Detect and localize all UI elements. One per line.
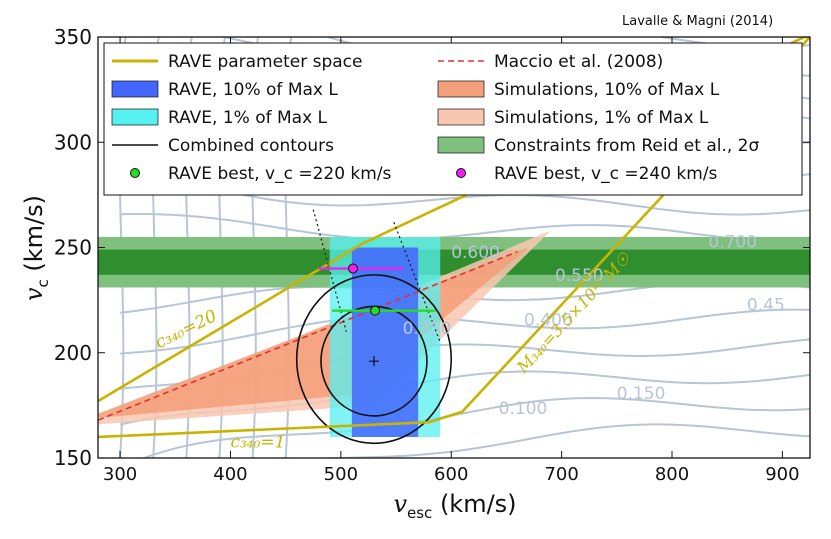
- legend-symbol: [130, 168, 140, 178]
- legend-entry: RAVE, 1% of Max L: [168, 108, 328, 128]
- legend: RAVE parameter space RAVE, 10% of Max L RA…: [103, 42, 803, 196]
- y-tick-label: 300: [54, 130, 92, 154]
- rave-10pct-region: [351, 247, 419, 437]
- legend-symbol: [111, 108, 159, 126]
- contour-label: 0.45: [747, 296, 785, 316]
- best-fit-point: [347, 263, 358, 274]
- legend-symbol: [437, 136, 485, 154]
- contour-label: 0.100: [499, 399, 548, 419]
- legend-entry: RAVE best, v_c =240 km/s: [494, 164, 718, 184]
- x-tick-label: 500: [324, 464, 358, 485]
- credit-label: Lavalle & Magni (2014): [622, 14, 774, 29]
- reid-band-inner: [98, 249, 810, 275]
- x-tick-label: 700: [544, 464, 578, 485]
- y-tick-label: 200: [54, 341, 92, 365]
- y-axis-symbol: v: [20, 287, 48, 301]
- x-tick-label: 300: [103, 464, 137, 485]
- legend-symbol: [437, 80, 485, 98]
- contour-label: 0.700: [708, 233, 757, 253]
- legend-entry: RAVE best, v_c =220 km/s: [168, 164, 392, 184]
- contour-label: 0.150: [617, 384, 666, 404]
- maccio-relation-line: [98, 250, 518, 421]
- legend-entry: RAVE, 10% of Max L: [168, 80, 338, 100]
- contour-label: 0.600: [451, 243, 500, 263]
- legend-entry: Maccio et al. (2008): [494, 52, 663, 72]
- y-axis-label: vc (km/s): [20, 195, 52, 301]
- x-tick-label: 800: [655, 464, 689, 485]
- legend-symbol: [456, 168, 466, 178]
- x-axis-symbol: v: [393, 490, 407, 518]
- background-contour-line: [120, 0, 815, 17]
- y-tick-label: 350: [54, 25, 92, 49]
- legend-entry: Combined contours: [168, 136, 334, 156]
- best-fit-point: [370, 305, 381, 316]
- y-tick-label: 250: [54, 236, 92, 260]
- x-axis-subscript: esc: [407, 504, 432, 522]
- background-contour-line: [120, 213, 810, 244]
- y-axis-unit: (km/s): [20, 195, 48, 279]
- line-label-c1: c₃₄₀=1: [230, 432, 285, 452]
- dotted-line: [393, 222, 441, 343]
- best-fit-cross: [368, 356, 379, 367]
- y-axis-subscript: c: [34, 279, 52, 287]
- legend-symbol: [111, 80, 159, 98]
- combined-contour: [295, 274, 453, 445]
- contour-label: 0.550: [555, 266, 604, 286]
- x-axis-label: vesc (km/s): [393, 490, 516, 522]
- legend-entry: RAVE parameter space: [168, 52, 362, 72]
- legend-entry: Constraints from Reid et al., 2σ: [494, 136, 759, 156]
- legend-symbol: [437, 108, 485, 126]
- contour-label: 0.350: [403, 319, 452, 339]
- contour-label: 0.400: [524, 310, 573, 330]
- x-tick-label: 600: [434, 464, 468, 485]
- background-contour-line: [141, 396, 810, 458]
- legend-entry: Simulations, 1% of Max L: [494, 108, 709, 128]
- background-contour-line: [312, 423, 810, 458]
- rave-parameter-space-outline: [98, 37, 810, 439]
- x-tick-label: 900: [765, 464, 799, 485]
- legend-entry: Simulations, 10% of Max L: [494, 80, 720, 100]
- x-axis-unit: (km/s): [432, 490, 516, 518]
- x-tick-label: 400: [213, 464, 247, 485]
- y-tick-label: 150: [54, 446, 92, 470]
- background-contour-line: [120, 308, 810, 355]
